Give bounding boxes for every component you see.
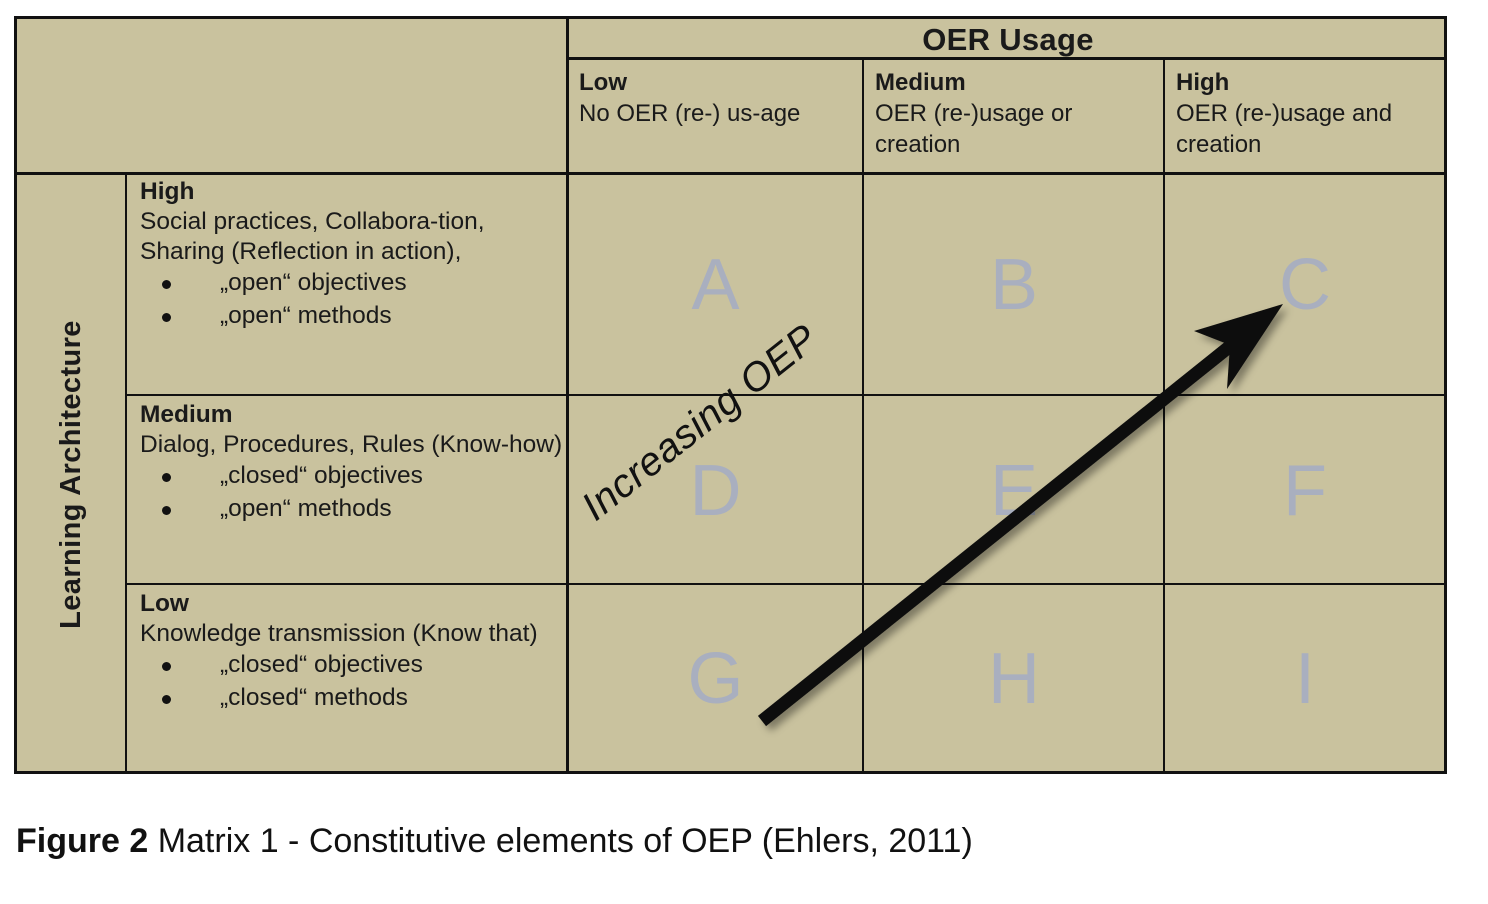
- row-header-high: High Social practices, Collabora-tion, S…: [128, 175, 569, 394]
- row-header-medium-bullets: „closed“ objectives „open“ methods: [140, 460, 563, 525]
- matrix-cell-b: B: [989, 244, 1039, 325]
- grid-line-header-bottom: [569, 57, 1444, 60]
- column-header-low-title: Low: [579, 69, 627, 96]
- list-item: „closed“ objectives: [140, 649, 563, 682]
- column-axis-title: OER Usage: [922, 21, 1094, 57]
- row-header-medium: Medium Dialog, Procedures, Rules (Know-h…: [128, 398, 569, 583]
- row-axis-title-text: Learning Architecture: [54, 320, 87, 629]
- column-header-high-title: High: [1176, 69, 1230, 96]
- column-header-medium: Medium OER (re-)usage or creation: [865, 63, 1163, 175]
- list-item: „open“ methods: [140, 300, 563, 333]
- row-header-high-description: Social practices, Collabora-tion, Sharin…: [140, 208, 485, 266]
- matrix-cell-f: F: [1283, 450, 1327, 531]
- matrix-cell-c: C: [1279, 244, 1331, 325]
- grid-line-col-medium-left: [862, 57, 864, 771]
- figure-caption-label: Figure 2: [16, 822, 149, 860]
- column-header-high: High OER (re-)usage and creation: [1166, 63, 1444, 175]
- grid-line-row-medium-bottom: [125, 583, 1444, 585]
- list-item: „open“ methods: [140, 493, 563, 526]
- column-header-medium-title: Medium: [875, 69, 966, 96]
- list-item: „closed“ methods: [140, 682, 563, 715]
- row-header-low-title: Low: [140, 590, 189, 617]
- matrix-cell-a: A: [691, 244, 740, 325]
- matrix-cell-h: H: [988, 639, 1040, 719]
- row-header-low-description: Knowledge transmission (Know that): [140, 620, 538, 648]
- row-header-high-title: High: [140, 178, 195, 205]
- column-header-low: Low No OER (re-) us-age: [569, 63, 862, 175]
- row-header-low: Low Knowledge transmission (Know that) „…: [128, 587, 569, 771]
- grid-line-column-header-bottom: [17, 172, 1444, 175]
- row-header-medium-description: Dialog, Procedures, Rules (Know-how): [140, 431, 563, 459]
- matrix-cell-e: E: [989, 450, 1039, 531]
- column-header-low-description: No OER (re-) us-age: [579, 100, 801, 128]
- grid-line-col-low-left: [566, 19, 569, 771]
- matrix-cell-g: G: [687, 639, 744, 719]
- figure-caption: Figure 2 Matrix 1 - Constitutive element…: [16, 822, 973, 861]
- column-header-high-description: OER (re-)usage and creation: [1176, 100, 1393, 159]
- matrix-cell-d: D: [689, 450, 742, 531]
- row-axis-title: Learning Architecture: [17, 175, 125, 774]
- oep-matrix-table: OER Usage Low No OER (re-) us-age Medium…: [14, 16, 1447, 774]
- row-header-low-bullets: „closed“ objectives „closed“ methods: [140, 649, 563, 714]
- column-header-medium-description: OER (re-)usage or creation: [875, 100, 1073, 159]
- row-header-high-bullets: „open“ objectives „open“ methods: [140, 267, 563, 332]
- grid-line-col-high-left: [1163, 57, 1165, 771]
- figure-caption-text: Matrix 1 - Constitutive elements of OEP …: [148, 822, 973, 860]
- list-item: „closed“ objectives: [140, 460, 563, 493]
- row-header-medium-title: Medium: [140, 401, 233, 428]
- grid-line-axis-label-right: [125, 172, 127, 771]
- matrix-cell-i: I: [1294, 639, 1315, 719]
- list-item: „open“ objectives: [140, 267, 563, 300]
- grid-line-row-high-bottom: [125, 394, 1444, 396]
